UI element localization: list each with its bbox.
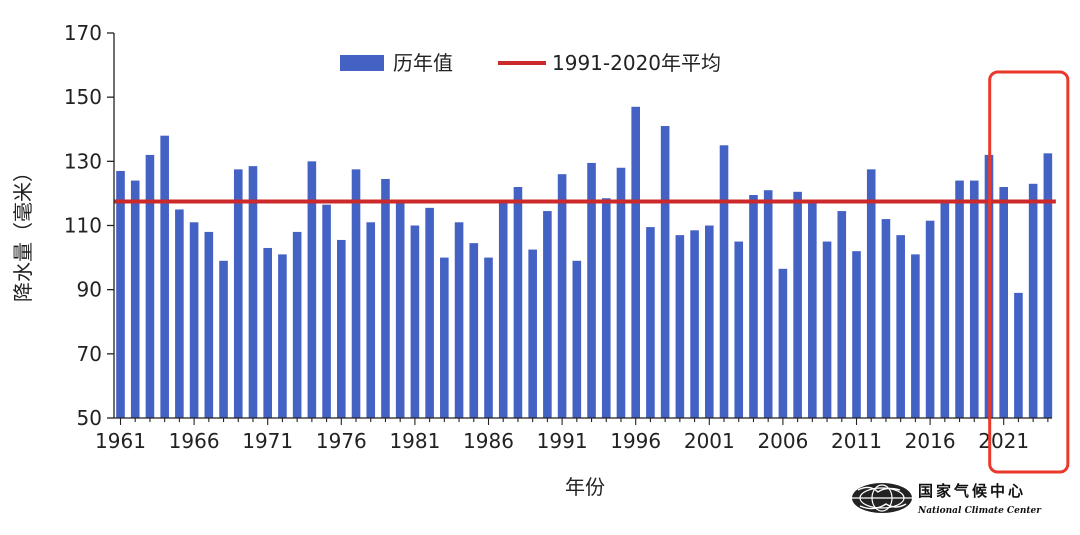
bar-1978 bbox=[366, 222, 376, 418]
bar-1986 bbox=[484, 257, 493, 418]
bar-2004 bbox=[749, 195, 758, 418]
bar-1983 bbox=[440, 257, 449, 418]
x-tick-label: 1966 bbox=[169, 429, 220, 453]
highlight-box bbox=[988, 70, 1070, 474]
bar-2015 bbox=[911, 254, 920, 419]
x-axis-title: 年份 bbox=[565, 475, 605, 499]
bar-1972 bbox=[278, 254, 287, 419]
bar-1993 bbox=[587, 162, 596, 418]
bar-series bbox=[116, 106, 1053, 419]
y-tick-label: 50 bbox=[77, 406, 102, 430]
legend-label-line: 1991-2020年平均 bbox=[552, 51, 721, 75]
bar-1977 bbox=[351, 169, 361, 418]
bar-2018 bbox=[955, 180, 964, 418]
bar-1962 bbox=[130, 180, 140, 418]
bar-1974 bbox=[307, 161, 317, 418]
bar-1964 bbox=[160, 135, 169, 419]
bar-2000 bbox=[690, 230, 699, 418]
bar-2013 bbox=[881, 219, 891, 418]
bar-2009 bbox=[822, 241, 832, 418]
bar-2001 bbox=[705, 225, 714, 418]
ncc-logo: 国家气候中心 National Climate Center bbox=[852, 482, 1042, 516]
x-tick-label: 1991 bbox=[537, 429, 588, 453]
bar-2007 bbox=[793, 191, 802, 418]
bar-1975 bbox=[322, 204, 331, 418]
bar-1988 bbox=[513, 187, 523, 418]
bar-1980 bbox=[395, 201, 405, 418]
bar-2024 bbox=[1043, 153, 1053, 418]
y-tick-label: 150 bbox=[64, 85, 102, 109]
bar-1981 bbox=[410, 225, 420, 418]
bar-1969 bbox=[233, 169, 243, 418]
bar-1992 bbox=[572, 260, 582, 418]
bar-1984 bbox=[454, 222, 464, 418]
bar-2011 bbox=[852, 251, 861, 418]
bar-1990 bbox=[543, 211, 552, 418]
bar-2021 bbox=[999, 187, 1008, 418]
bar-1998 bbox=[660, 126, 670, 418]
x-tick-label: 1986 bbox=[463, 429, 514, 453]
bar-1965 bbox=[175, 209, 184, 418]
bar-1987 bbox=[498, 201, 508, 418]
x-tick-label: 1961 bbox=[95, 429, 146, 453]
x-tick-label: 2006 bbox=[757, 429, 808, 453]
bar-1979 bbox=[381, 178, 390, 418]
bar-1968 bbox=[219, 260, 228, 418]
globe-emblem-icon bbox=[852, 483, 912, 513]
bar-1995 bbox=[616, 167, 626, 418]
bar-1967 bbox=[204, 231, 214, 418]
bar-2010 bbox=[837, 211, 847, 418]
bar-1996 bbox=[631, 106, 640, 418]
bar-1970 bbox=[248, 166, 258, 418]
bar-2017 bbox=[940, 201, 950, 418]
y-axis-title: 降水量（毫米） bbox=[11, 162, 35, 302]
bar-1999 bbox=[675, 235, 685, 419]
legend-label-bars: 历年值 bbox=[393, 51, 453, 75]
bar-2023 bbox=[1028, 183, 1038, 418]
x-axis: 1961 1966 1971 1976 1981 1986 1991 1996 2001 2006… bbox=[95, 417, 1052, 453]
legend: 历年值 1991-2020年平均 bbox=[340, 51, 721, 75]
bar-2012 bbox=[866, 169, 876, 418]
bar-1963 bbox=[145, 154, 155, 419]
x-tick-label: 1976 bbox=[316, 429, 367, 453]
y-tick-label: 110 bbox=[64, 214, 102, 238]
bar-2014 bbox=[896, 235, 905, 419]
x-tick-label: 1981 bbox=[389, 429, 440, 453]
x-tick-label: 1971 bbox=[242, 429, 293, 453]
bar-1985 bbox=[469, 243, 479, 418]
bar-1989 bbox=[528, 249, 537, 418]
bar-2022 bbox=[1014, 292, 1023, 419]
y-tick-label: 70 bbox=[77, 342, 102, 366]
bar-1991 bbox=[557, 174, 567, 418]
bar-1976 bbox=[337, 239, 346, 418]
bar-2005 bbox=[763, 190, 773, 418]
bar-2002 bbox=[719, 145, 729, 419]
bar-2008 bbox=[808, 199, 817, 418]
bar-1994 bbox=[601, 198, 611, 418]
y-tick-label: 170 bbox=[64, 21, 102, 45]
bar-2003 bbox=[734, 241, 744, 418]
bar-1971 bbox=[263, 247, 272, 418]
y-tick-label: 130 bbox=[64, 149, 102, 173]
bar-1997 bbox=[646, 227, 655, 418]
x-tick-label: 2021 bbox=[978, 429, 1029, 453]
y-axis: 50 70 90 110 130 150 170 bbox=[64, 21, 115, 430]
x-tick-label: 2011 bbox=[831, 429, 882, 453]
x-tick-label: 2001 bbox=[684, 429, 735, 453]
bar-2019 bbox=[969, 180, 979, 418]
bar-2016 bbox=[925, 220, 935, 418]
y-tick-label: 90 bbox=[77, 278, 102, 302]
bar-1982 bbox=[425, 207, 434, 418]
bar-1966 bbox=[189, 222, 199, 418]
bar-1961 bbox=[116, 170, 125, 418]
bar-1973 bbox=[292, 231, 302, 418]
bar-2006 bbox=[778, 268, 788, 418]
x-tick-label: 2016 bbox=[905, 429, 956, 453]
legend-swatch-bars bbox=[340, 55, 384, 71]
logo-chinese-name: 国家气候中心 bbox=[918, 482, 1026, 500]
x-tick-label: 1996 bbox=[610, 429, 661, 453]
logo-english-name: National Climate Center bbox=[917, 506, 1042, 516]
